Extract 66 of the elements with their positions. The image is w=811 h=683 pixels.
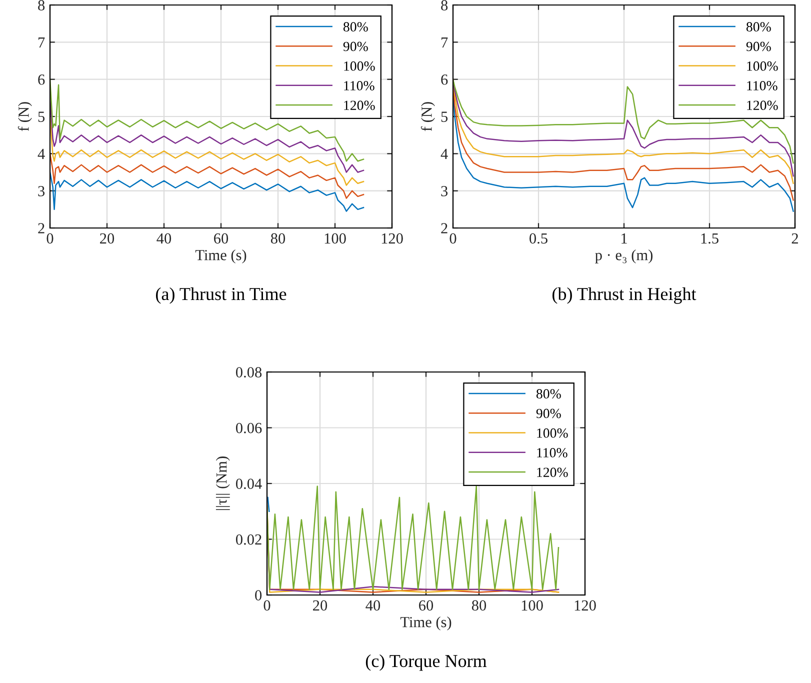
- line-series: [50, 153, 364, 199]
- legend-label: 90%: [343, 42, 368, 52]
- y-tick-label: 7: [38, 37, 45, 48]
- line-series: [50, 172, 364, 212]
- legend-label: 100%: [344, 61, 375, 71]
- text: (a) Thrust in Time: [156, 287, 286, 304]
- x-tick-label: 100: [324, 233, 346, 244]
- y-axis-title: f (N): [18, 102, 32, 132]
- legend-label: 110%: [747, 81, 778, 90]
- x-tick-label: 2: [792, 233, 798, 244]
- x-tick-label: 80: [472, 600, 486, 611]
- y-tick-label: 6: [38, 74, 45, 85]
- y-tick-label: 4: [38, 148, 45, 159]
- y-tick-label: 5: [441, 112, 448, 122]
- legend-label: 110%: [537, 448, 568, 458]
- y-tick-label: 8: [38, 0, 45, 10]
- x-tick-label: 0: [46, 233, 54, 244]
- legend-label: 80%: [536, 389, 561, 399]
- x-tick-label: 20: [313, 600, 328, 611]
- x-axis-title: Time (s): [195, 249, 246, 264]
- x-axis-title: Time (s): [400, 616, 452, 630]
- x-tick-label: 0: [264, 600, 270, 611]
- x-tick-label: 100: [522, 600, 543, 611]
- x-tick-label: 40: [366, 600, 380, 611]
- y-tick-label: 5: [38, 112, 45, 122]
- legend-label: 120%: [344, 100, 375, 110]
- x-tick-label: 40: [156, 233, 172, 244]
- y-tick-label: 8: [441, 0, 448, 10]
- y-tick-label: 7: [442, 37, 448, 48]
- line-series: [267, 486, 560, 590]
- legend-label: 80%: [343, 22, 368, 32]
- y-tick-label: 0.08: [236, 367, 262, 378]
- legend-label: 120%: [537, 468, 568, 478]
- legend-label: 110%: [344, 81, 374, 90]
- legend-label: 90%: [746, 42, 771, 52]
- y-tick-label: 0.04: [236, 478, 262, 490]
- legend-label: 120%: [747, 100, 778, 110]
- x-tick-label: 20: [100, 233, 114, 244]
- y-tick-label: 4: [440, 148, 448, 159]
- x-axis-title: p · e₃ (m): [595, 249, 653, 264]
- y-tick-label: 3: [38, 186, 45, 196]
- x-tick-label: 1.5: [701, 233, 718, 244]
- legend-label: 80%: [746, 22, 771, 32]
- y-axis-title: ||τ|| (Nm): [216, 456, 230, 510]
- y-tick-label: 0.06: [236, 422, 262, 434]
- x-tick-label: 60: [214, 233, 228, 244]
- x-tick-label: 1: [622, 233, 627, 244]
- y-axis-title: f (N): [420, 102, 435, 132]
- x-tick-label: 80: [270, 233, 286, 244]
- y-tick-label: 6: [441, 74, 448, 85]
- y-tick-label: 3: [441, 186, 448, 196]
- x-tick-label: 0: [450, 233, 456, 244]
- x-tick-label: 60: [419, 600, 434, 611]
- y-tick-label: 0.02: [236, 534, 262, 545]
- y-tick-label: 2: [441, 223, 448, 234]
- x-tick-label: 120: [382, 233, 403, 244]
- legend-label: 90%: [536, 408, 561, 418]
- y-tick-label: 0: [255, 590, 262, 600]
- x-tick-label: 0.5: [530, 233, 548, 244]
- legend-label: 100%: [747, 61, 778, 71]
- y-tick-label: 2: [38, 223, 44, 234]
- text: (b) Thrust in Height: [552, 287, 696, 304]
- line-series: [50, 116, 364, 186]
- legend-label: 100%: [537, 428, 568, 438]
- text: (c) Torque Norm: [366, 654, 487, 671]
- x-tick-label: 120: [574, 600, 596, 611]
